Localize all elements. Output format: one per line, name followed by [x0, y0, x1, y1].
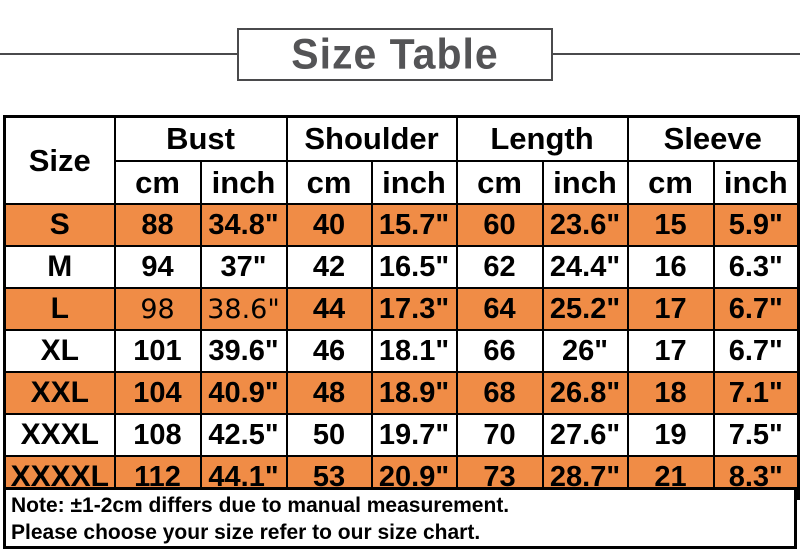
cell-length-inch: 26.8": [541, 371, 629, 415]
size-label: XL: [3, 329, 116, 373]
cell-length-inch: 23.6": [541, 203, 629, 247]
cell-shoulder-cm: 44: [285, 287, 373, 331]
unit-header-shoulder-cm: cm: [285, 160, 373, 205]
unit-header-sleeve-inch: inch: [712, 160, 800, 205]
cell-length-cm: 62: [455, 245, 544, 289]
column-group-shoulder: Shoulder: [285, 115, 458, 162]
cell-sleeve-inch: 6.3": [712, 245, 800, 289]
size-label: S: [3, 203, 116, 247]
cell-sleeve-cm: 17: [626, 329, 715, 373]
size-label: M: [3, 245, 116, 289]
table-row-s: S 88 34.8" 40 15.7" 60 23.6" 15 5.9": [3, 203, 800, 247]
column-header-size: Size: [3, 115, 116, 205]
size-label: XXL: [3, 371, 116, 415]
table-row-xxl: XXL 104 40.9" 48 18.9" 68 26.8" 18 7.1": [3, 371, 800, 415]
cell-bust-cm: 98: [113, 287, 202, 331]
cell-sleeve-cm: 15: [626, 203, 715, 247]
cell-length-cm: 64: [455, 287, 544, 331]
cell-bust-inch: 38.6": [199, 287, 288, 331]
cell-length-cm: 70: [455, 413, 544, 457]
cell-shoulder-inch: 15.7": [370, 203, 458, 247]
cell-length-inch: 25.2": [541, 287, 629, 331]
cell-sleeve-inch: 6.7": [712, 329, 800, 373]
cell-shoulder-cm: 40: [285, 203, 373, 247]
cell-length-inch: 27.6": [541, 413, 629, 457]
page-title: Size Table: [291, 30, 499, 78]
cell-bust-cm: 88: [113, 203, 202, 247]
size-table: Size Bust Shoulder Length Sleeve cm inch…: [3, 115, 800, 500]
cell-bust-inch: 42.5": [199, 413, 288, 457]
column-group-length: Length: [455, 115, 629, 162]
title-banner-box: Size Table: [237, 28, 553, 81]
unit-header-length-cm: cm: [455, 160, 544, 205]
cell-sleeve-cm: 18: [626, 371, 715, 415]
cell-shoulder-cm: 42: [285, 245, 373, 289]
unit-header-length-inch: inch: [541, 160, 629, 205]
column-group-sleeve: Sleeve: [626, 115, 800, 162]
cell-length-cm: 60: [455, 203, 544, 247]
cell-bust-cm: 104: [113, 371, 202, 415]
cell-shoulder-cm: 46: [285, 329, 373, 373]
cell-bust-cm: 94: [113, 245, 202, 289]
cell-length-inch: 26": [541, 329, 629, 373]
cell-sleeve-cm: 17: [626, 287, 715, 331]
cell-bust-cm: 101: [113, 329, 202, 373]
unit-header-bust-inch: inch: [199, 160, 288, 205]
cell-sleeve-inch: 7.1": [712, 371, 800, 415]
unit-header-bust-cm: cm: [113, 160, 202, 205]
table-row-xxxl: XXXL 108 42.5" 50 19.7" 70 27.6" 19 7.5": [3, 413, 800, 457]
cell-length-cm: 68: [455, 371, 544, 415]
cell-shoulder-inch: 16.5": [370, 245, 458, 289]
note-line-measurement: Note: ±1-2cm differs due to manual measu…: [11, 494, 510, 517]
cell-sleeve-inch: 7.5": [712, 413, 800, 457]
cell-sleeve-inch: 6.7": [712, 287, 800, 331]
note-line-choose-size: Please choose your size refer to our siz…: [11, 521, 481, 544]
cell-bust-inch: 40.9": [199, 371, 288, 415]
cell-shoulder-cm: 50: [285, 413, 373, 457]
cell-bust-inch: 37": [199, 245, 288, 289]
cell-sleeve-cm: 19: [626, 413, 715, 457]
cell-length-cm: 66: [455, 329, 544, 373]
cell-shoulder-inch: 18.9": [370, 371, 458, 415]
unit-header-sleeve-cm: cm: [626, 160, 715, 205]
cell-shoulder-inch: 19.7": [370, 413, 458, 457]
size-label: L: [3, 287, 116, 331]
table-row-l: L 98 38.6" 44 17.3" 64 25.2" 17 6.7": [3, 287, 800, 331]
cell-sleeve-inch: 5.9": [712, 203, 800, 247]
size-label: XXXL: [3, 413, 116, 457]
cell-shoulder-inch: 17.3": [370, 287, 458, 331]
cell-sleeve-cm: 16: [626, 245, 715, 289]
column-group-bust: Bust: [113, 115, 288, 162]
cell-shoulder-cm: 48: [285, 371, 373, 415]
cell-shoulder-inch: 18.1": [370, 329, 458, 373]
note-box: Note: ±1-2cm differs due to manual measu…: [3, 487, 797, 549]
cell-bust-inch: 34.8": [199, 203, 288, 247]
cell-bust-cm: 108: [113, 413, 202, 457]
cell-length-inch: 24.4": [541, 245, 629, 289]
table-row-xl: XL 101 39.6" 46 18.1" 66 26" 17 6.7": [3, 329, 800, 373]
table-row-m: M 94 37" 42 16.5" 62 24.4" 16 6.3": [3, 245, 800, 289]
cell-bust-inch: 39.6": [199, 329, 288, 373]
unit-header-shoulder-inch: inch: [370, 160, 458, 205]
